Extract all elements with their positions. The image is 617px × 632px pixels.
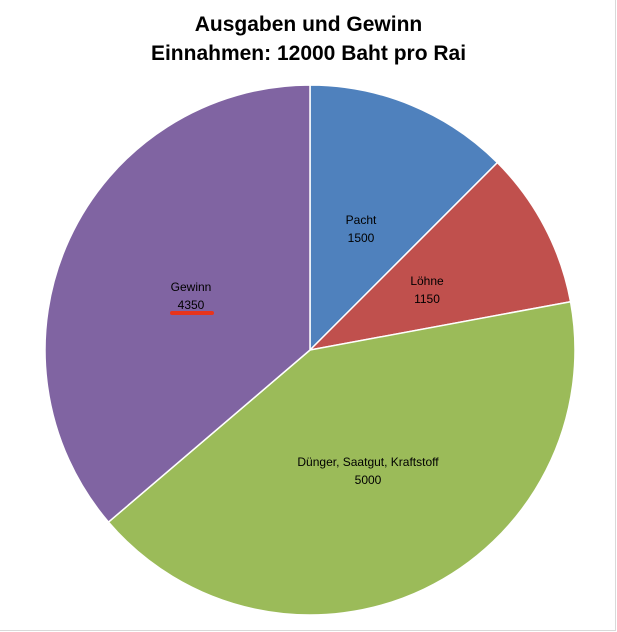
slice-value: 1500 <box>348 231 375 245</box>
slice-label: Löhne <box>410 274 444 288</box>
slice-label: Gewinn <box>171 280 212 294</box>
pie-slice-gewinn <box>44 84 311 524</box>
slice-value: 1150 <box>414 292 440 306</box>
slice-label: Pacht <box>346 213 377 227</box>
slice-value: 5000 <box>355 473 382 487</box>
pie-slices <box>44 84 576 616</box>
slice-label: Dünger, Saatgut, Kraftstoff <box>297 455 439 469</box>
pie-labels: Pacht 1500 Löhne 1150 Dünger, Saatgut, Kraft… <box>171 213 444 487</box>
chart-title-block: Ausgaben und Gewinn Einnahmen: 12000 Bah… <box>0 10 617 68</box>
chart-title: Ausgaben und Gewinn <box>194 13 423 36</box>
pie-slice-pacht <box>309 84 499 352</box>
chart-subtitle: Einnahmen: 12000 Baht pro Rai <box>150 42 467 65</box>
slice-value: 4350 <box>178 298 205 312</box>
pie-slice-l-hne <box>307 161 572 352</box>
pie-slice-d-nger-saatgut-kraftstoff <box>107 300 576 616</box>
